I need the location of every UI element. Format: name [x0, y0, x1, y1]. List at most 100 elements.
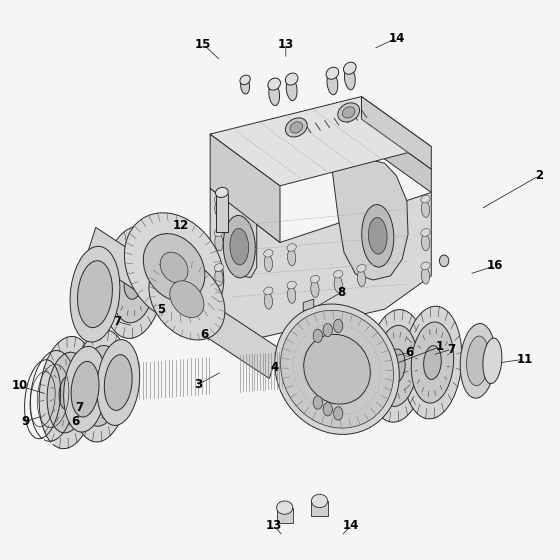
Ellipse shape	[86, 367, 96, 401]
Ellipse shape	[264, 250, 273, 257]
Ellipse shape	[421, 228, 430, 236]
Circle shape	[334, 319, 343, 333]
Polygon shape	[277, 507, 293, 522]
Ellipse shape	[334, 270, 343, 278]
Ellipse shape	[411, 322, 454, 403]
Ellipse shape	[80, 346, 122, 426]
Ellipse shape	[421, 262, 430, 270]
Ellipse shape	[357, 264, 366, 272]
Ellipse shape	[72, 330, 129, 442]
Polygon shape	[333, 159, 408, 280]
Text: 7: 7	[113, 315, 121, 328]
Circle shape	[323, 323, 333, 337]
Text: 11: 11	[516, 353, 533, 366]
Text: 14: 14	[388, 32, 404, 45]
Ellipse shape	[83, 352, 118, 419]
Text: 16: 16	[487, 259, 503, 272]
Ellipse shape	[230, 228, 249, 265]
Ellipse shape	[334, 276, 342, 292]
Ellipse shape	[216, 188, 228, 198]
Ellipse shape	[440, 255, 449, 267]
Ellipse shape	[97, 340, 139, 426]
Ellipse shape	[287, 244, 296, 251]
Polygon shape	[210, 132, 256, 278]
Ellipse shape	[104, 354, 132, 410]
Ellipse shape	[466, 336, 489, 386]
Ellipse shape	[379, 332, 414, 400]
Ellipse shape	[311, 281, 319, 297]
Ellipse shape	[421, 201, 430, 217]
Ellipse shape	[483, 338, 502, 384]
Ellipse shape	[143, 234, 205, 301]
Ellipse shape	[223, 216, 255, 278]
Ellipse shape	[64, 346, 106, 432]
Ellipse shape	[77, 260, 113, 328]
Ellipse shape	[460, 324, 496, 398]
Ellipse shape	[287, 249, 296, 266]
Ellipse shape	[264, 292, 273, 309]
Ellipse shape	[290, 122, 302, 133]
Polygon shape	[210, 188, 431, 343]
Ellipse shape	[421, 234, 430, 251]
Text: 6: 6	[71, 415, 80, 428]
Ellipse shape	[268, 78, 281, 90]
Text: 7: 7	[75, 401, 83, 414]
Ellipse shape	[275, 304, 399, 435]
Ellipse shape	[170, 281, 204, 318]
Ellipse shape	[285, 73, 298, 85]
Ellipse shape	[70, 246, 120, 342]
Ellipse shape	[375, 325, 418, 407]
Ellipse shape	[287, 281, 296, 289]
Ellipse shape	[286, 118, 307, 137]
Text: 13: 13	[266, 520, 282, 533]
Ellipse shape	[326, 67, 339, 80]
Circle shape	[313, 329, 323, 343]
Ellipse shape	[264, 287, 273, 295]
Circle shape	[334, 407, 343, 420]
Ellipse shape	[92, 369, 109, 403]
Ellipse shape	[50, 359, 85, 426]
Ellipse shape	[59, 376, 76, 409]
Ellipse shape	[269, 82, 279, 106]
Ellipse shape	[287, 287, 296, 304]
Ellipse shape	[215, 269, 223, 286]
Ellipse shape	[421, 268, 430, 284]
Text: 1: 1	[436, 340, 444, 353]
Ellipse shape	[160, 252, 188, 283]
Ellipse shape	[304, 334, 370, 404]
Text: 9: 9	[21, 415, 29, 428]
Ellipse shape	[310, 276, 320, 283]
Polygon shape	[304, 299, 314, 311]
Ellipse shape	[415, 329, 450, 396]
Polygon shape	[361, 119, 431, 193]
Ellipse shape	[277, 501, 293, 514]
Polygon shape	[361, 96, 431, 169]
Text: 10: 10	[11, 379, 27, 393]
Ellipse shape	[215, 234, 223, 251]
Ellipse shape	[124, 213, 224, 322]
Ellipse shape	[311, 494, 328, 507]
Ellipse shape	[241, 77, 250, 94]
Text: 6: 6	[200, 328, 208, 340]
Text: 14: 14	[343, 520, 359, 533]
Text: 2: 2	[535, 169, 543, 183]
Text: 15: 15	[195, 38, 211, 50]
Ellipse shape	[423, 346, 441, 380]
Ellipse shape	[342, 107, 355, 118]
Ellipse shape	[124, 266, 143, 299]
Text: 7: 7	[447, 343, 456, 356]
Text: 13: 13	[278, 38, 294, 50]
Ellipse shape	[39, 337, 96, 449]
Ellipse shape	[286, 77, 297, 101]
Ellipse shape	[338, 103, 360, 122]
Ellipse shape	[149, 258, 225, 340]
Text: 12: 12	[173, 220, 189, 232]
Ellipse shape	[403, 306, 462, 419]
Ellipse shape	[214, 264, 223, 272]
Ellipse shape	[264, 255, 273, 272]
Ellipse shape	[215, 201, 223, 217]
Ellipse shape	[344, 67, 355, 90]
Text: 4: 4	[270, 361, 278, 374]
Ellipse shape	[214, 195, 223, 203]
Ellipse shape	[388, 349, 405, 383]
